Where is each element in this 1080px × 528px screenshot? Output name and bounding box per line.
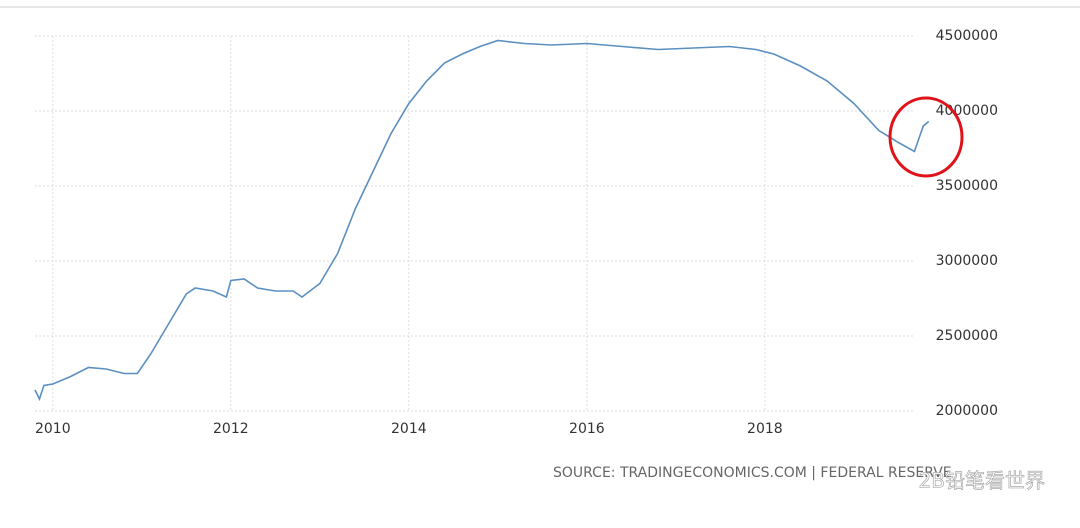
y-tick-label: 3500000: [936, 178, 998, 194]
x-tick-label: 2018: [747, 421, 783, 437]
x-tick-label: 2014: [391, 421, 427, 437]
x-tick-label: 2012: [213, 421, 249, 437]
source: SOURCE: TRADINGECONOMICS.COM | FEDERAL R…: [553, 465, 952, 481]
y-tick-label: 4500000: [936, 28, 998, 44]
x-tick-label: 2016: [569, 421, 605, 437]
x-tick-label: 2010: [35, 421, 71, 437]
data-line: [34, 39, 930, 402]
y-tick-label: 4000000: [936, 103, 998, 119]
y-tick-label: 2500000: [936, 328, 998, 344]
highlight-circle: [888, 96, 964, 178]
y-tick-label: 3000000: [936, 253, 998, 269]
watermark: 2B铅笔看世界: [919, 469, 1045, 493]
y-tick-label: 2000000: [936, 403, 998, 419]
